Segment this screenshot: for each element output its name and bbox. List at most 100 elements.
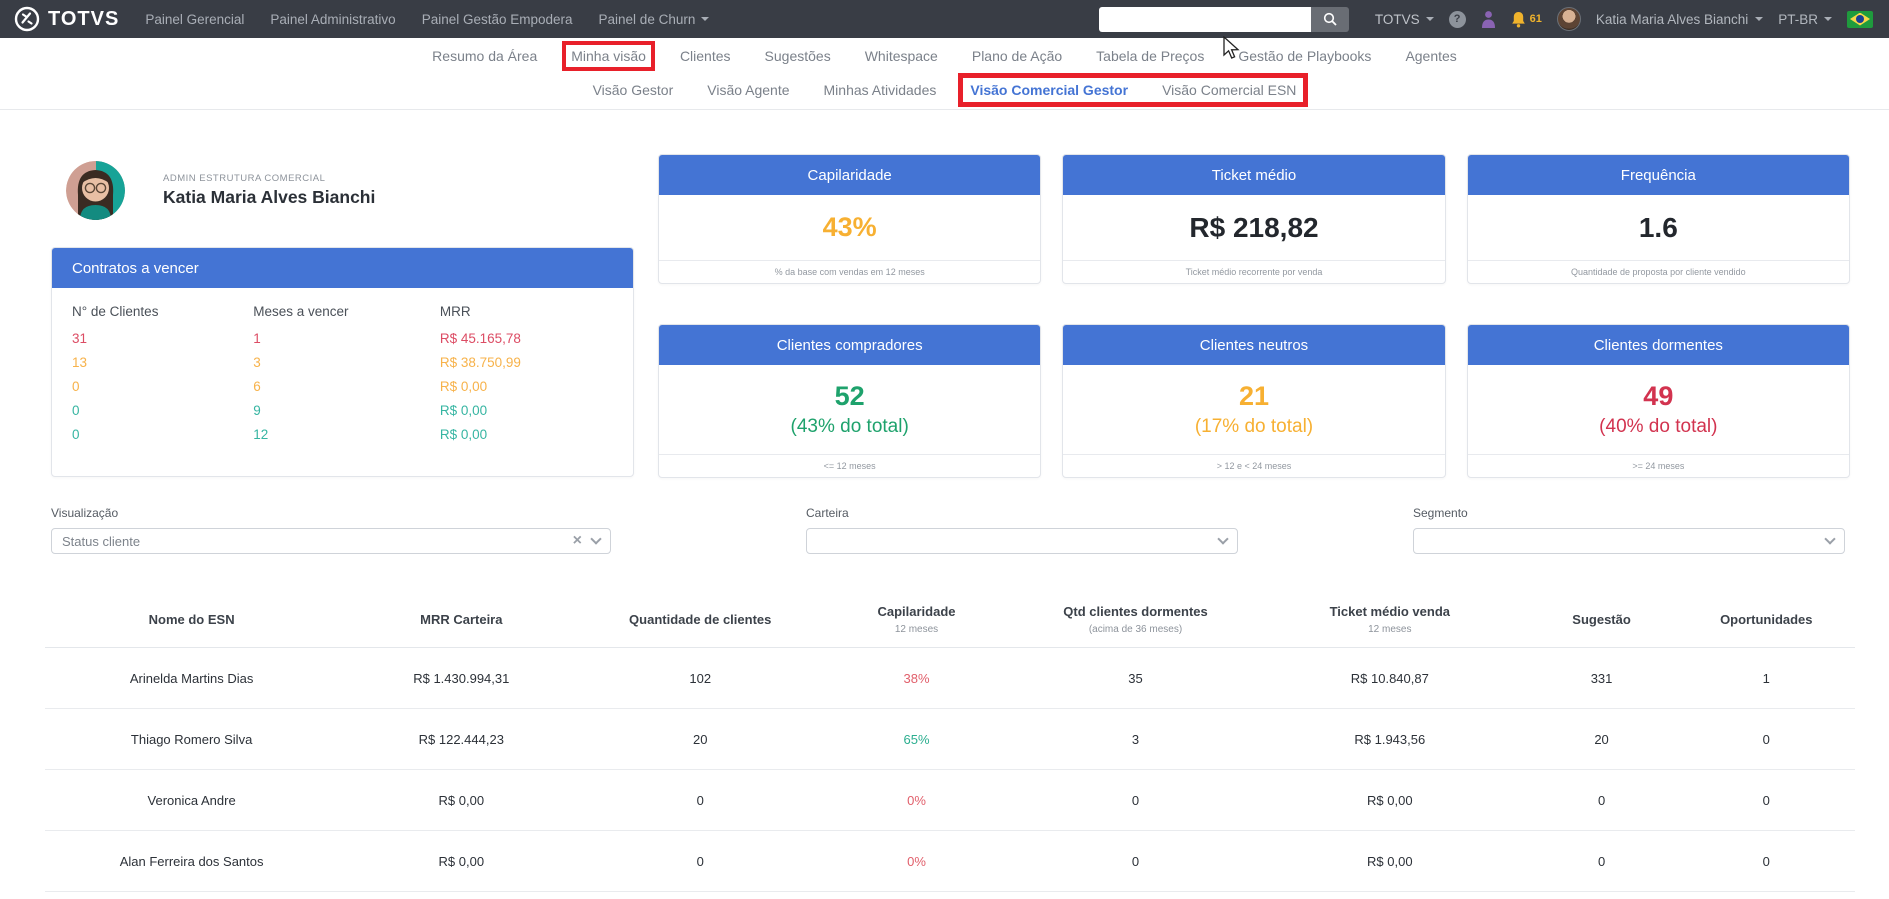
contratos-row: 13 3 R$ 38.750,99	[72, 354, 521, 370]
notification-count-badge: 61	[1529, 13, 1542, 25]
contratos-row: 0 9 R$ 0,00	[72, 402, 488, 418]
totvs-logo-icon	[14, 6, 40, 32]
kpi-value: 49	[1643, 381, 1674, 411]
esn-table: Nome do ESN MRR Carteira Quantidade de c…	[45, 590, 1855, 892]
table-row[interactable]: Alan Ferreira dos Santos R$ 0,00 0 0% 0 …	[45, 830, 1855, 892]
kpi-footnote: Ticket médio recorrente por venda	[1063, 260, 1445, 283]
main-content: ADMIN ESTRUTURA COMERCIAL Katia Maria Al…	[0, 154, 1889, 892]
kpi-ticket-medio-card: Ticket médio R$ 218,82 Ticket médio reco…	[1062, 154, 1446, 284]
nav-gestao-de-playbooks[interactable]: Gestão de Playbooks	[1238, 48, 1372, 64]
contratos-card-title: Contratos a vencer	[52, 248, 633, 288]
kpi-footnote: Quantidade de proposta por cliente vendi…	[1467, 260, 1849, 283]
help-icon[interactable]: ?	[1448, 10, 1466, 28]
contratos-row: 0 6 R$ 0,00	[72, 378, 488, 394]
chevron-down-icon	[1755, 17, 1764, 21]
bell-icon	[1511, 11, 1525, 27]
person-icon[interactable]	[1481, 10, 1496, 29]
kpi-value: R$ 218,82	[1189, 211, 1319, 243]
col-qtd-dormentes: Qtd clientes dormentes (acima de 36 meses…	[1016, 590, 1255, 648]
user-menu[interactable]: Katia Maria Alves Bianchi	[1596, 12, 1764, 27]
kpi-footnote: <= 12 meses	[659, 454, 1041, 477]
kpi-title: Frequência	[1467, 155, 1849, 195]
contratos-col-meses: Meses a vencer	[253, 304, 349, 319]
tab-visao-agente[interactable]: Visão Agente	[707, 82, 790, 98]
top-bar: TOTVS Painel Gerencial Painel Administra…	[0, 0, 1889, 38]
kpi-value: 43%	[822, 212, 877, 242]
kpi-value: 21	[1238, 381, 1270, 411]
menu-painel-de-churn[interactable]: Painel de Churn	[599, 12, 710, 27]
kpi-footnote: % da base com vendas em 12 meses	[659, 260, 1041, 283]
kpi-clientes-neutros-card: Clientes neutros 21 (17% do total) > 12 …	[1062, 324, 1446, 478]
global-search-input[interactable]	[1098, 6, 1311, 32]
kpi-clientes-compradores-card: Clientes compradores 52 (43% do total) <…	[658, 324, 1042, 478]
segmento-select[interactable]	[1413, 528, 1845, 554]
clear-icon[interactable]: ×	[572, 532, 582, 549]
nav-minha-visao[interactable]: Minha visão	[562, 41, 655, 71]
org-selector[interactable]: TOTVS	[1375, 12, 1434, 27]
col-quantidade-clientes: Quantidade de clientes	[584, 590, 817, 648]
kpi-clientes-dormentes-card: Clientes dormentes 49 (40% do total) >= …	[1466, 324, 1850, 478]
kpi-grid: Capilaridade 43% % da base com vendas em…	[658, 154, 1850, 478]
totvs-logo[interactable]: TOTVS	[14, 6, 119, 32]
kpi-value: 1.6	[1638, 211, 1678, 243]
nav-resumo-da-area[interactable]: Resumo da Área	[432, 48, 538, 64]
user-avatar-small[interactable]	[1556, 7, 1581, 31]
nav-sugestoes[interactable]: Sugestões	[764, 48, 831, 64]
contratos-col-clientes: N° de Clientes	[72, 304, 159, 319]
table-row[interactable]: Arinelda Martins Dias R$ 1.430.994,31 10…	[45, 647, 1855, 709]
view-tabs: Visão Gestor Visão Agente Minhas Ativida…	[0, 73, 1889, 110]
nav-whitespace[interactable]: Whitespace	[864, 48, 938, 64]
profile-block: ADMIN ESTRUTURA COMERCIAL Katia Maria Al…	[51, 161, 634, 220]
table-row[interactable]: Veronica Andre R$ 0,00 0 0% 0 R$ 0,00 0 …	[45, 769, 1855, 831]
table-row[interactable]: Thiago Romero Silva R$ 122.444,23 20 65%…	[45, 708, 1855, 770]
annotation-red-box: Visão Comercial Gestor Visão Comercial E…	[958, 73, 1309, 107]
brand-wordmark: TOTVS	[48, 7, 120, 30]
kpi-title: Ticket médio	[1063, 155, 1445, 195]
visualizacao-select[interactable]: Status cliente ×	[51, 528, 611, 554]
col-sugestao: Sugestão	[1525, 590, 1678, 648]
col-mrr-carteira: MRR Carteira	[338, 590, 585, 648]
kpi-title: Clientes dormentes	[1467, 325, 1849, 365]
kpi-title: Capilaridade	[659, 155, 1041, 195]
filter-bar: Visualização Status cliente × Carteira S…	[51, 506, 1850, 554]
kpi-percentage: (40% do total)	[1599, 416, 1718, 437]
chevron-down-icon	[701, 17, 710, 21]
kpi-capilaridade-card: Capilaridade 43% % da base com vendas em…	[658, 154, 1042, 284]
filter-visualizacao: Visualização Status cliente ×	[51, 506, 611, 554]
notifications[interactable]: 61	[1511, 11, 1542, 28]
topbar-right-cluster: TOTVS ? 61 Katia Maria Alves Bianchi PT-…	[1375, 7, 1873, 31]
tab-visao-gestor[interactable]: Visão Gestor	[592, 82, 674, 98]
carteira-select[interactable]	[806, 528, 1238, 554]
search-icon	[1323, 12, 1337, 26]
selected-value: Status cliente	[62, 533, 141, 549]
kpi-footnote: >= 24 meses	[1467, 454, 1849, 477]
menu-painel-gerencial[interactable]: Painel Gerencial	[145, 11, 245, 27]
search-button[interactable]	[1310, 6, 1349, 32]
nav-agentes[interactable]: Agentes	[1405, 48, 1457, 64]
kpi-frequencia-card: Frequência 1.6 Quantidade de proposta po…	[1466, 154, 1850, 284]
contratos-a-vencer-card: Contratos a vencer N° de Clientes Meses …	[51, 247, 634, 477]
menu-painel-administrativo[interactable]: Painel Administrativo	[270, 11, 396, 27]
kpi-title: Clientes neutros	[1063, 325, 1445, 365]
kpi-percentage: (43% do total)	[790, 416, 909, 437]
tab-visao-comercial-gestor[interactable]: Visão Comercial Gestor	[970, 82, 1129, 98]
profile-role-label: ADMIN ESTRUTURA COMERCIAL	[163, 173, 326, 184]
filter-segmento: Segmento	[1413, 506, 1845, 554]
contratos-col-mrr: MRR	[439, 304, 471, 319]
user-avatar-large	[66, 161, 125, 220]
menu-painel-gestao-empodera[interactable]: Painel Gestão Empodera	[421, 11, 573, 27]
contratos-row: 0 12 R$ 0,00	[72, 426, 488, 442]
locale-selector[interactable]: PT-BR	[1778, 12, 1832, 27]
nav-tabela-de-precos[interactable]: Tabela de Preços	[1096, 48, 1205, 64]
chevron-down-icon	[1824, 533, 1836, 545]
nav-plano-de-acao[interactable]: Plano de Ação	[971, 48, 1063, 64]
col-capilaridade: Capilaridade 12 meses	[816, 590, 1017, 648]
filter-label: Visualização	[51, 506, 119, 520]
nav-clientes[interactable]: Clientes	[679, 48, 731, 64]
chevron-down-icon	[1217, 533, 1229, 545]
tab-visao-comercial-esn[interactable]: Visão Comercial ESN	[1162, 82, 1297, 98]
tab-minhas-atividades[interactable]: Minhas Atividades	[823, 82, 937, 98]
chevron-down-icon	[1824, 17, 1832, 21]
global-search	[1098, 6, 1349, 32]
left-column: ADMIN ESTRUTURA COMERCIAL Katia Maria Al…	[51, 154, 634, 478]
